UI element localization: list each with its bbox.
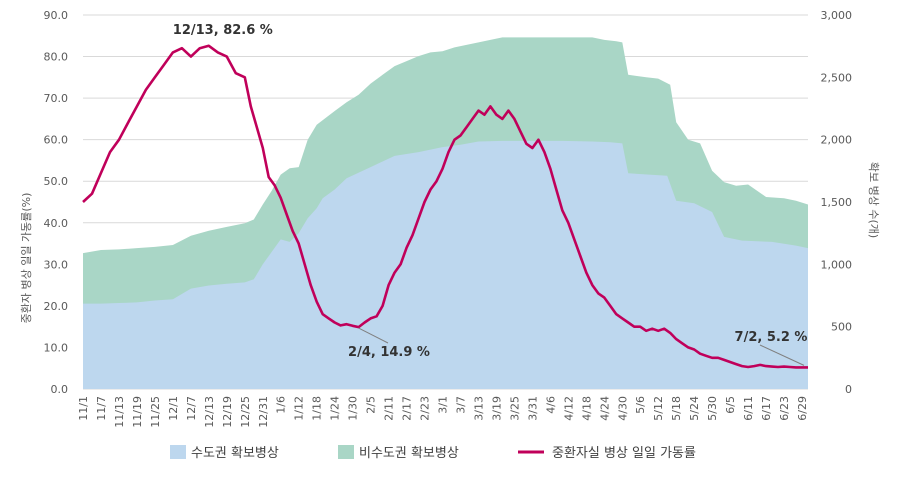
peak-annotation: 12/13, 82.6 %: [173, 23, 273, 38]
legend: 수도권 확보병상 비수도권 확보병상 중환자실 병상 일일 가동률: [170, 445, 696, 461]
legend-nonmetro-label: 비수도권 확보병상: [359, 446, 459, 461]
end-annotation-leader: [759, 344, 805, 366]
x-tick-label: 2/5: [365, 396, 378, 414]
legend-metro-swatch: [170, 445, 186, 459]
left-axis-ticks: 0.0 10.0 20.0 30.0 40.0 50.0 60.0 70.0 80.0 90.0: [44, 9, 69, 396]
x-tick-label: 3/13: [472, 396, 485, 421]
x-tick-label: 4/6: [544, 396, 557, 414]
left-tick-label: 50.0: [44, 175, 69, 188]
x-tick-label: 1/24: [329, 396, 342, 421]
x-tick-label: 3/25: [508, 396, 521, 421]
legend-nonmetro-swatch: [338, 445, 354, 459]
x-tick-label: 6/17: [760, 396, 773, 421]
x-tick-label: 3/7: [454, 396, 467, 414]
x-tick-label: 3/1: [437, 396, 450, 414]
x-tick-label: 5/24: [688, 396, 701, 421]
left-tick-label: 10.0: [44, 341, 69, 354]
right-tick-label: 0: [845, 383, 852, 396]
annotations: 12/13, 82.6 % 2/4, 14.9 % 7/2, 5.2 %: [173, 23, 808, 366]
right-tick-label: 2,500: [821, 71, 853, 84]
x-tick-label: 11/13: [113, 396, 126, 428]
x-tick-label: 4/30: [616, 396, 629, 421]
x-tick-label: 2/17: [401, 396, 414, 421]
legend-occupancy-label: 중환자실 병상 일일 가동률: [552, 446, 696, 461]
left-tick-label: 30.0: [44, 258, 69, 271]
x-tick-label: 12/13: [203, 396, 216, 428]
x-tick-label: 6/5: [724, 396, 737, 414]
x-tick-label: 5/12: [652, 396, 665, 421]
left-tick-label: 40.0: [44, 217, 69, 230]
x-tick-label: 5/30: [706, 396, 719, 421]
x-tick-label: 6/11: [742, 396, 755, 421]
x-tick-label: 12/1: [167, 396, 180, 421]
area-series: [83, 37, 808, 390]
right-tick-label: 2,000: [821, 134, 853, 147]
end-annotation: 7/2, 5.2 %: [735, 330, 808, 345]
right-tick-label: 500: [831, 321, 852, 334]
left-tick-label: 90.0: [44, 9, 69, 22]
x-tick-label: 12/31: [257, 396, 270, 428]
left-tick-label: 80.0: [44, 51, 69, 64]
right-tick-label: 1,500: [821, 196, 853, 209]
x-tick-label: 12/7: [185, 396, 198, 421]
x-axis-ticks: 11/1 11/7 11/13 11/19 11/25 12/1 12/7 12/13 12/1…: [77, 396, 809, 428]
occupancy-line: [82, 44, 808, 369]
x-tick-label: 3/31: [526, 396, 539, 421]
left-tick-label: 0.0: [51, 383, 69, 396]
x-tick-label: 5/6: [634, 396, 647, 414]
x-tick-label: 1/18: [311, 396, 324, 421]
x-tick-label: 1/6: [275, 396, 288, 414]
x-tick-label: 1/12: [293, 396, 306, 421]
left-axis-title: 중환자 병상 일일 가동률(%): [19, 193, 33, 324]
metro-beds-area: [83, 140, 808, 389]
left-tick-label: 70.0: [44, 92, 69, 105]
right-tick-label: 1,000: [821, 258, 853, 271]
x-tick-label: 11/7: [95, 396, 108, 421]
left-tick-label: 60.0: [44, 134, 69, 147]
x-tick-label: 2/11: [383, 396, 396, 421]
x-tick-label: 1/30: [347, 396, 360, 421]
x-tick-label: 6/29: [796, 396, 809, 421]
line-series: [82, 44, 808, 369]
x-tick-label: 12/19: [221, 396, 234, 428]
x-tick-label: 4/12: [562, 396, 575, 421]
right-axis-ticks: 0 500 1,000 1,500 2,000 2,500 3,000: [821, 9, 853, 396]
x-tick-label: 4/18: [580, 396, 593, 421]
left-tick-label: 20.0: [44, 300, 69, 313]
min-annotation: 2/4, 14.9 %: [348, 345, 430, 360]
x-tick-label: 11/1: [77, 396, 90, 421]
x-tick-label: 11/19: [131, 396, 144, 428]
right-axis-title: 확보 병상 수(개): [867, 162, 880, 238]
x-tick-label: 5/18: [670, 396, 683, 421]
legend-metro-label: 수도권 확보병상: [191, 446, 279, 461]
x-tick-label: 6/23: [778, 396, 791, 421]
right-tick-label: 3,000: [821, 9, 853, 22]
x-tick-label: 4/24: [598, 396, 611, 421]
x-tick-label: 2/23: [419, 396, 432, 421]
x-tick-label: 12/25: [239, 396, 252, 428]
x-tick-label: 3/19: [490, 396, 503, 421]
x-tick-label: 11/25: [149, 396, 162, 428]
min-annotation-leader: [358, 327, 389, 344]
